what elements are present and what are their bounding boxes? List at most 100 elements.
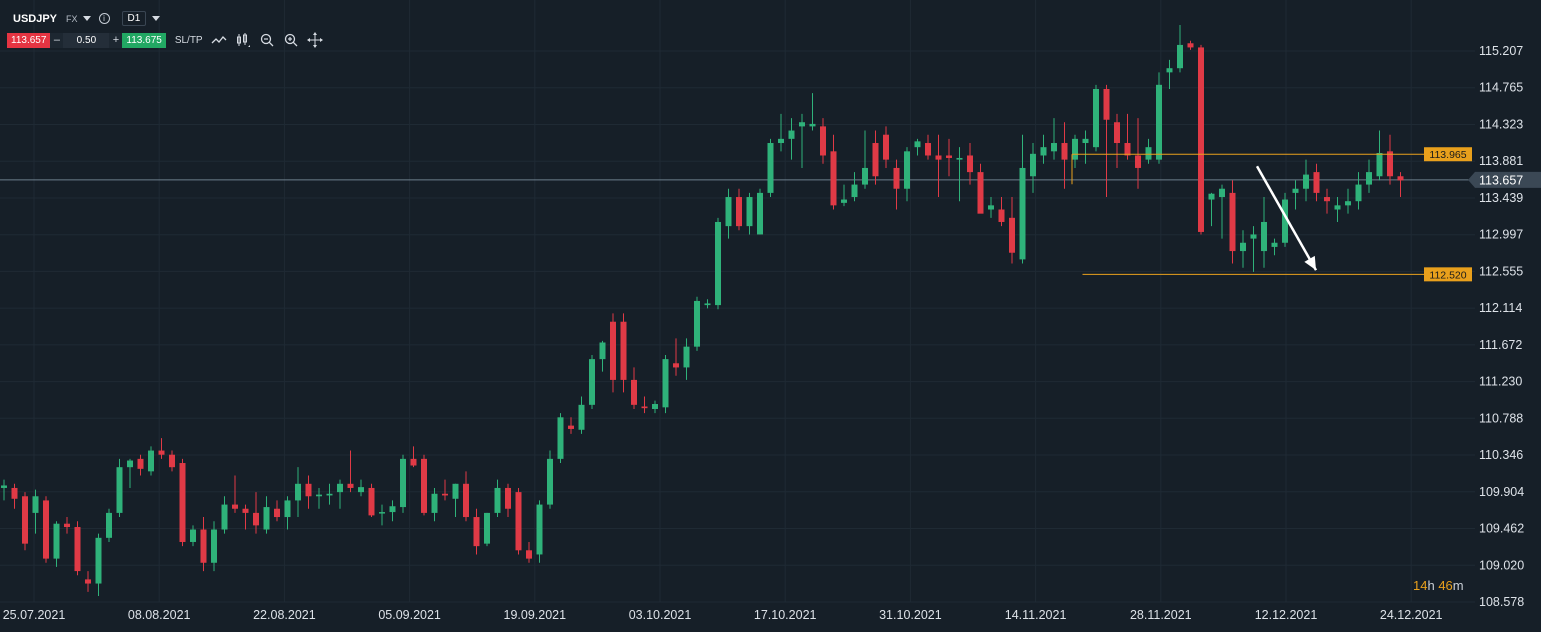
crosshair-icon[interactable] (306, 32, 323, 48)
market-label: FX (66, 13, 78, 24)
candle-body (1124, 143, 1131, 156)
candle-body (799, 122, 805, 127)
candle-body (484, 512, 490, 544)
candle-body (946, 155, 952, 158)
candle-body (431, 493, 438, 513)
candle-body (1240, 242, 1246, 252)
current-price-tag (1468, 171, 1541, 188)
y-tick-label: 114.323 (1479, 117, 1523, 131)
zoom-in-icon[interactable] (283, 32, 299, 48)
candle-body (935, 155, 942, 160)
lot-increase-button[interactable]: + (109, 32, 123, 48)
lot-decrease-button[interactable]: – (50, 32, 64, 48)
candle-body (22, 496, 28, 544)
candle-body (463, 483, 469, 518)
countdown-minutes-unit: m (1452, 578, 1464, 593)
bid-price-button[interactable]: 113.657 (7, 32, 51, 48)
candle-body (1345, 201, 1351, 206)
candle-body (95, 537, 102, 584)
y-tick-label: 115.207 (1479, 44, 1523, 58)
candle-body (694, 300, 700, 347)
candles-icon[interactable] (235, 32, 251, 48)
candle-body (547, 458, 553, 505)
y-tick-label: 111.230 (1479, 375, 1522, 389)
candle-body (1103, 88, 1110, 120)
candle-body (1376, 152, 1383, 177)
candle-body (85, 579, 91, 584)
candle-body (589, 359, 595, 405)
candle-body (1156, 84, 1162, 160)
candle-body (851, 184, 858, 198)
candle-body (400, 458, 406, 508)
candle-body (305, 483, 312, 497)
candle-body (652, 404, 658, 409)
y-tick-label: 114.765 (1479, 81, 1523, 95)
candle-body (1166, 68, 1173, 73)
candle-body (379, 512, 385, 514)
zoom-out-icon[interactable] (259, 32, 275, 48)
candle-body (1135, 155, 1141, 168)
x-tick-label: 12.12.2021 (1255, 608, 1318, 622)
candle-body (977, 172, 984, 214)
line-chart-icon[interactable] (211, 32, 227, 48)
forecast-arrow-line (1255, 165, 1318, 271)
candle-body (715, 221, 721, 306)
x-tick-label: 24.12.2021 (1380, 608, 1443, 622)
candle-body (1208, 193, 1215, 200)
candle-body (778, 138, 784, 144)
candle-body (326, 493, 333, 496)
candle-body (1040, 147, 1047, 156)
symbol-dropdown-icon[interactable] (82, 16, 91, 21)
lot-size-input[interactable]: 0.50 (63, 32, 110, 48)
candle-body (536, 504, 543, 555)
candle-body (914, 141, 921, 148)
candle-body (1030, 153, 1036, 177)
info-icon[interactable]: i (98, 13, 110, 24)
candle-body (1250, 234, 1257, 239)
timeframe-select[interactable]: D1 (121, 11, 147, 26)
bar-countdown: 14h 46m (1413, 578, 1464, 593)
candle-body (1177, 44, 1183, 69)
candle-body (841, 199, 847, 203)
candle-body (1355, 184, 1362, 202)
candle-body (253, 512, 259, 526)
y-tick-label: 113.881 (1479, 154, 1523, 168)
candle-body (53, 523, 60, 559)
chart-toolbar: USDJPY FX i D1 113.657 – 0.50 + 113.675 … (0, 0, 420, 56)
candle-body (526, 550, 532, 559)
candle-body (736, 197, 742, 227)
candle-body (295, 483, 301, 501)
x-tick-label: 28.11.2021 (1130, 608, 1192, 622)
symbol-label[interactable]: USDJPY (13, 12, 58, 25)
candle-body (211, 529, 217, 563)
candle-body (1282, 199, 1288, 243)
candle-body (1198, 47, 1204, 232)
level-label-box (1424, 147, 1472, 162)
candle-body (1313, 172, 1320, 193)
candle-body (1387, 151, 1393, 177)
y-tick-label: 108.578 (1479, 595, 1524, 609)
candle-body (158, 450, 165, 455)
candle-body (1261, 221, 1267, 252)
candle-body (1061, 143, 1068, 160)
candle-body (704, 303, 711, 306)
candle-body (337, 483, 343, 493)
candle-body (904, 151, 910, 189)
x-tick-label: 31.10.2021 (879, 608, 942, 622)
candle-body (1082, 138, 1089, 144)
candle-body (169, 454, 175, 468)
timeframe-dropdown-icon[interactable] (152, 16, 161, 21)
forecast-arrow-head (1304, 255, 1316, 271)
sltp-button[interactable]: SL/TP (174, 34, 203, 46)
ask-price-button[interactable]: 113.675 (122, 32, 166, 48)
x-tick-label: 19.09.2021 (504, 608, 567, 622)
x-tick-label: 22.08.2021 (253, 608, 316, 622)
candle-body (662, 359, 669, 408)
candle-body (274, 508, 280, 518)
x-tick-label: 03.10.2021 (629, 608, 692, 622)
candle-body (820, 126, 826, 156)
candle-body (925, 143, 931, 156)
y-tick-label: 111.672 (1479, 338, 1522, 352)
y-tick-label: 109.904 (1479, 485, 1524, 499)
